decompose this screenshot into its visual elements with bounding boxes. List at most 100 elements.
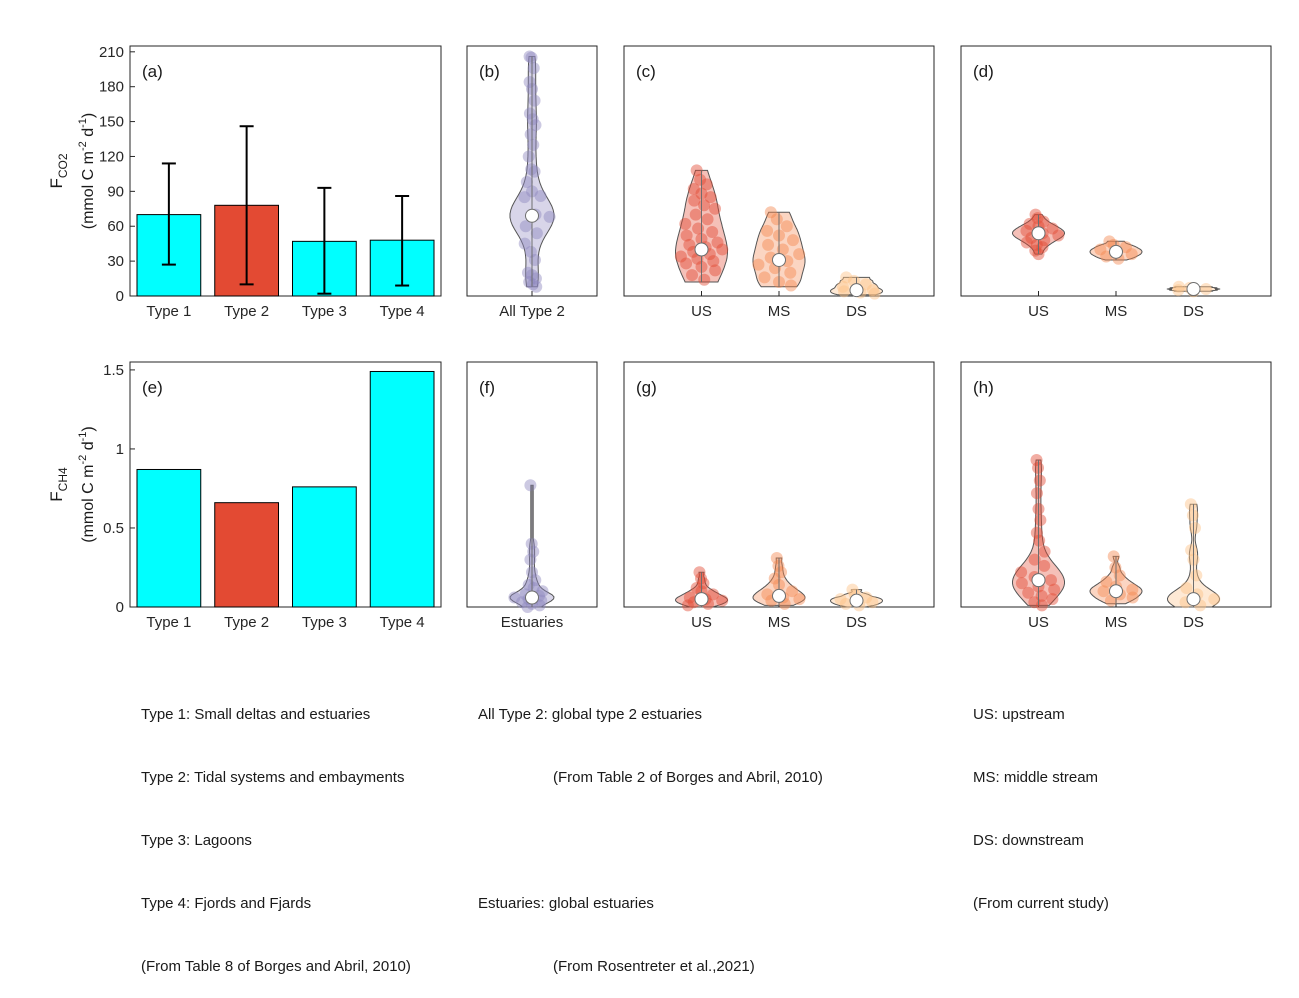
y-tick-label: 0 (116, 288, 124, 305)
data-point (1126, 591, 1139, 604)
data-point (1172, 280, 1185, 293)
y-axis-label-subscript: CH4 (56, 467, 70, 491)
y-axis-label: FCH4 (47, 467, 70, 502)
legend-right-line: US: upstream (973, 706, 1065, 723)
data-point (1015, 577, 1028, 590)
data-point (1030, 238, 1043, 251)
data-point (866, 284, 879, 297)
data-point (689, 208, 702, 221)
panel-label: (b) (479, 62, 500, 81)
data-point (530, 280, 543, 293)
data-point (752, 258, 765, 271)
data-point (701, 213, 714, 226)
data-point (1190, 569, 1203, 582)
x-tick-label: Type 1 (146, 614, 191, 631)
legend-left-line: Type 3: Lagoons (141, 832, 252, 849)
data-point (761, 224, 774, 237)
median-marker (1186, 592, 1201, 607)
data-point (523, 76, 536, 89)
y-tick-label: 1 (116, 441, 124, 458)
legend-left-line: Type 1: Small deltas and estuaries (141, 706, 371, 723)
x-tick-label: Type 4 (380, 614, 425, 631)
data-point (683, 591, 696, 604)
data-point (543, 210, 556, 223)
y-axis-unit-part: d (80, 128, 97, 141)
data-point (716, 243, 729, 256)
median-marker (772, 588, 786, 603)
data-point (834, 593, 847, 606)
data-point (1038, 545, 1051, 558)
data-point (1100, 575, 1113, 588)
chart-panel: 0 30 60 90 120 150 180 210 Type 1 Type 2 Type 3 Typ… (47, 44, 442, 320)
data-point (526, 113, 539, 126)
legend-middle-line: Estuaries: global estuaries (478, 895, 654, 912)
data-point (508, 591, 521, 604)
x-tick-label: MS (1105, 614, 1128, 631)
data-point (1034, 514, 1047, 527)
data-point (1113, 569, 1126, 582)
x-tick-label: US (1028, 303, 1049, 320)
data-point (1103, 235, 1116, 248)
data-point (1020, 236, 1033, 249)
chart-panel: US MS DS (h) (960, 361, 1272, 631)
data-point (518, 191, 531, 204)
data-point (716, 594, 729, 607)
data-point (770, 213, 783, 226)
data-point (524, 553, 537, 566)
bar (214, 502, 280, 608)
x-tick-label: DS (1183, 614, 1204, 631)
data-point (866, 596, 879, 609)
bar (291, 486, 357, 608)
data-point (525, 163, 538, 176)
data-point (1030, 487, 1043, 500)
x-tick-label: US (691, 614, 712, 631)
data-point (1097, 585, 1110, 598)
data-point (536, 585, 549, 598)
legend-middle-line: All Type 2: global type 2 estuaries (478, 706, 703, 723)
data-point (523, 107, 536, 120)
data-point (694, 173, 707, 186)
data-point (1028, 553, 1041, 566)
x-tick-label: Type 3 (302, 614, 347, 631)
data-point (1046, 593, 1059, 606)
y-tick-label: 0.5 (103, 520, 124, 537)
x-tick-label: DS (846, 303, 867, 320)
data-point (528, 253, 541, 266)
panel-label: (d) (973, 62, 994, 81)
panel-label: (e) (142, 378, 163, 397)
data-point (687, 183, 700, 196)
x-tick-label: DS (846, 614, 867, 631)
data-point (524, 479, 537, 492)
data-point (527, 545, 540, 558)
data-point (700, 178, 713, 191)
x-tick-label: Type 1 (146, 303, 191, 320)
y-tick-label: 210 (99, 44, 124, 61)
data-point (709, 202, 722, 215)
data-point (1015, 566, 1028, 579)
median-marker (525, 208, 539, 223)
data-point (793, 248, 806, 261)
legend-middle: All Type 2: global type 2 estuaries (Fro… (478, 662, 823, 998)
data-point (679, 217, 692, 230)
x-tick-label: MS (1105, 303, 1128, 320)
figure: 0 30 60 90 120 150 180 210 Type 1 Type 2 Type 3 Typ… (47, 44, 1272, 631)
y-axis-unit-exponent: -1 (77, 118, 89, 128)
x-tick-label: US (691, 303, 712, 320)
data-point (838, 285, 851, 298)
data-point (772, 559, 785, 572)
data-point (1037, 215, 1050, 228)
data-point (1188, 521, 1201, 534)
x-tick-label: MS (768, 614, 791, 631)
data-point (527, 62, 540, 75)
data-point (519, 220, 532, 233)
data-point (697, 577, 710, 590)
y-axis-unit: (mmol C m-2 d-1) (77, 426, 97, 542)
data-point (1036, 241, 1049, 254)
data-point (776, 243, 789, 256)
data-point (693, 566, 706, 579)
legend-middle-line (478, 830, 823, 851)
data-point (1119, 241, 1132, 254)
data-point (775, 566, 788, 579)
x-tick-label: DS (1183, 303, 1204, 320)
median-marker (525, 590, 539, 605)
